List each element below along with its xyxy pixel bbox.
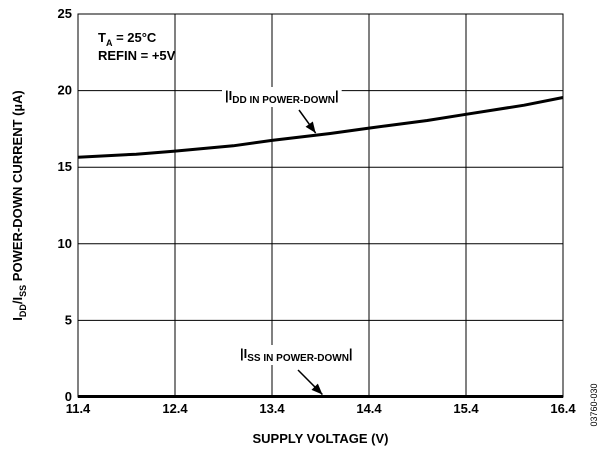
series-line-idd xyxy=(77,96,564,159)
arrow-iss-head xyxy=(311,383,323,395)
arrow-iss xyxy=(297,369,323,396)
x-tick-label: 12.4 xyxy=(162,401,188,416)
svg-text:|ISS IN POWER-DOWN|: |ISS IN POWER-DOWN| xyxy=(240,346,353,364)
series-layer xyxy=(77,96,564,398)
svg-text:|IDD IN POWER-DOWN|: |IDD IN POWER-DOWN| xyxy=(225,88,339,106)
y-axis-label: IDD/ISS POWER-DOWN CURRENT (µA) xyxy=(10,90,28,320)
x-axis-ticks: 11.4 12.4 13.4 14.4 15.4 16.4 xyxy=(66,401,577,416)
series-label-iss: |ISS IN POWER-DOWN| xyxy=(237,345,356,365)
arrow-idd xyxy=(298,109,317,134)
y-tick-label: 20 xyxy=(58,83,72,98)
y-tick-label: 25 xyxy=(58,6,72,21)
label-arrows xyxy=(297,109,323,396)
x-tick-label: 11.4 xyxy=(66,401,91,416)
x-tick-label: 14.4 xyxy=(356,401,382,416)
x-axis-label: SUPPLY VOLTAGE (V) xyxy=(252,431,388,446)
y-tick-label: 15 xyxy=(58,159,72,174)
grid-lines xyxy=(77,13,564,398)
figure-id: 03760-030 xyxy=(589,383,599,426)
arrow-idd-head xyxy=(305,121,316,134)
y-tick-label: 10 xyxy=(58,236,72,251)
condition-refin: REFIN = +5V xyxy=(98,48,176,63)
y-axis-ticks: 0 5 10 15 20 25 xyxy=(58,6,72,404)
series-label-idd: |IDD IN POWER-DOWN| xyxy=(222,87,342,107)
condition-temperature: TA = 25°C xyxy=(98,30,157,48)
plot-area xyxy=(77,13,564,398)
x-tick-label: 16.4 xyxy=(550,401,576,416)
x-tick-label: 13.4 xyxy=(259,401,285,416)
x-tick-label: 15.4 xyxy=(453,401,479,416)
y-tick-label: 0 xyxy=(65,389,72,404)
y-tick-label: 5 xyxy=(65,312,72,327)
test-conditions: TA = 25°C REFIN = +5V xyxy=(98,30,176,63)
